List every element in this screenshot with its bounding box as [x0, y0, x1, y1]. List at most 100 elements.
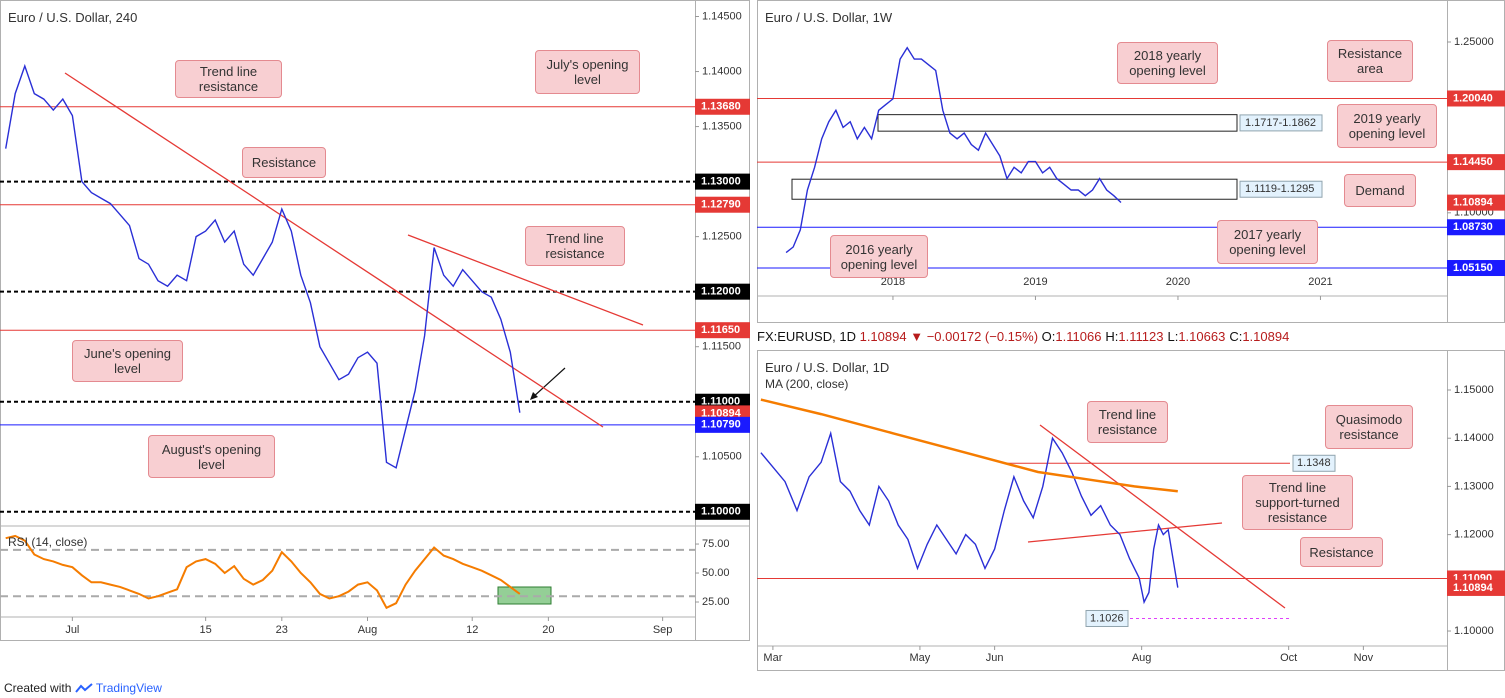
level-label: 1.11650: [701, 324, 740, 336]
level-label: 1.10894: [701, 407, 742, 419]
trend-line: [1027, 522, 1223, 543]
level-label-box: [695, 503, 750, 520]
annotation: Quasimodo resistance: [1325, 405, 1413, 449]
y-tick-label: 1.10000: [1454, 625, 1494, 637]
ohlc-value: 1.11066: [1055, 329, 1102, 344]
annotation: Resistance: [1300, 537, 1383, 567]
price: 1.10894: [859, 329, 907, 344]
x-tick-label: 2021: [1308, 276, 1332, 288]
annotation: Trend line resistance: [1087, 401, 1168, 443]
zone: [877, 114, 1238, 132]
footer-text: Created with: [4, 681, 72, 695]
annotation: August's opening level: [148, 435, 275, 478]
annotation: Trend line resistance: [175, 60, 282, 98]
plot-area: [0, 63, 695, 513]
x-tick-label: 20: [542, 624, 554, 636]
level-label-box: [1447, 260, 1505, 277]
y-tick-label: 1.10500: [702, 451, 742, 463]
level-label-box: [1447, 579, 1505, 596]
level-label-box: [695, 283, 750, 300]
footer: Created with TradingView: [4, 681, 162, 695]
ohlc-value: 1.10663: [1178, 329, 1226, 344]
annotation: Demand: [1344, 174, 1416, 207]
x-tick-label: Aug: [358, 624, 378, 636]
annotation: Trend line support-turned resistance: [1242, 475, 1353, 530]
callout-box: [1085, 609, 1129, 627]
x-tick-label: 12: [466, 624, 478, 636]
x-tick-label: 2020: [1166, 276, 1190, 288]
y-tick-label: 50.00: [702, 567, 730, 579]
x-tick-label: Mar: [763, 652, 782, 664]
annotation: 2017 yearly opening level: [1217, 220, 1318, 264]
zone-label-box: [1239, 114, 1323, 132]
level-label-box: [695, 173, 750, 190]
zone-label: 1.1717-1.1862: [1245, 117, 1316, 129]
x-tick-label: Jun: [986, 652, 1004, 664]
level-label: 1.08730: [1453, 221, 1493, 233]
annotation: June's opening level: [72, 340, 183, 382]
y-tick-label: 1.14000: [1454, 432, 1494, 444]
annotation: 2019 yearly opening level: [1337, 104, 1437, 148]
y-tick-label: 1.12000: [1454, 529, 1494, 541]
y-tick-label: 1.12500: [702, 231, 742, 243]
x-tick-label: 23: [276, 624, 288, 636]
annotation: Resistance: [242, 147, 326, 178]
rsi-line: [5, 534, 521, 610]
price-line: [785, 46, 1122, 254]
level-label-box: [695, 98, 750, 115]
y-tick-label: 1.15000: [1454, 384, 1494, 396]
y-tick-label: 1.25000: [1454, 36, 1494, 48]
ohlc-key: C:: [1229, 329, 1243, 344]
plot-area: [757, 46, 1447, 269]
arrow-head: [530, 392, 538, 400]
y-tick-label: 1.13500: [702, 120, 742, 132]
x-tick-label: Nov: [1354, 652, 1374, 664]
chart-title: Euro / U.S. Dollar, 240: [8, 10, 138, 25]
annotation: July's opening level: [535, 50, 640, 94]
y-tick-label: 1.14500: [702, 10, 742, 22]
x-tick-label: Oct: [1280, 652, 1297, 664]
level-label: 1.10790: [701, 419, 741, 431]
y-tick-label: 25.00: [702, 596, 730, 608]
trend-line: [407, 234, 644, 326]
arrow: [531, 367, 566, 399]
level-label-box: [695, 196, 750, 213]
x-tick-label: May: [910, 652, 931, 664]
level-label: 1.14450: [1453, 156, 1493, 168]
ohlc-key: H:: [1105, 329, 1119, 344]
panel-border: [757, 350, 1505, 671]
y-tick-label: 1.13000: [1454, 480, 1494, 492]
ohlc-value: 1.11123: [1118, 329, 1164, 344]
x-tick-label: 2018: [881, 276, 905, 288]
level-label: 1.10894: [1453, 582, 1494, 594]
zone-label: 1.1119-1.1295: [1245, 183, 1314, 195]
annotation: Resistance area: [1327, 40, 1413, 82]
indicator-label: RSI (14, close): [8, 535, 88, 549]
level-label: 1.11000: [701, 396, 740, 408]
level-label: 1.05150: [1453, 262, 1493, 274]
callout-label: 1.1348: [1297, 457, 1331, 469]
x-tick-label: Aug: [1132, 652, 1152, 664]
annotation: Trend line resistance: [525, 226, 625, 266]
level-label-box: [1447, 90, 1505, 107]
logo: [74, 683, 93, 693]
indicator-pane: [0, 534, 695, 610]
level-label-box: [1447, 219, 1505, 236]
level-label: 1.20040: [1453, 92, 1493, 104]
zone: [791, 178, 1238, 200]
ohlc-value: 1.10894: [1242, 329, 1290, 344]
zone-label-box: [1239, 180, 1323, 198]
y-tick-label: 1.11500: [702, 341, 741, 353]
ohlc-key: L:: [1167, 329, 1179, 344]
trend-line: [1039, 424, 1286, 609]
change-arrow: ▼: [910, 329, 924, 344]
panel-border: [0, 0, 750, 641]
plot-area: [757, 398, 1447, 619]
level-label: 1.10000: [701, 506, 741, 518]
level-label: 1.13000: [701, 176, 741, 188]
callout-label: 1.1026: [1090, 612, 1124, 624]
x-tick-label: 15: [200, 624, 212, 636]
ohlc: O:1.11066 H:1.11123 L:1.10663 C:1.10894: [1042, 329, 1294, 344]
